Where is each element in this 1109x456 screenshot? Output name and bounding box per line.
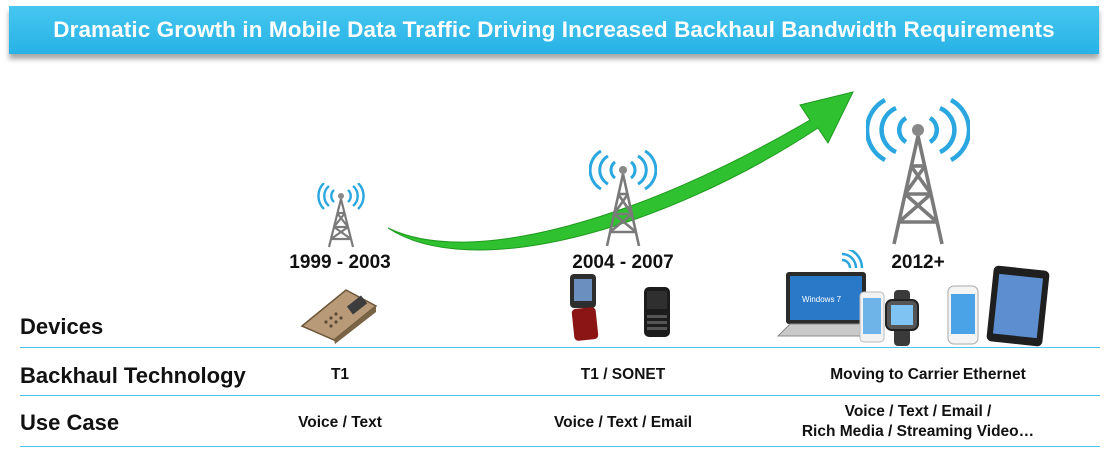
- era-label-2: 2004 - 2007: [572, 252, 674, 273]
- windows-label: Windows 7: [802, 295, 842, 304]
- row-label-devices: Devices: [20, 314, 104, 339]
- flip-phone-icon: [570, 274, 599, 341]
- laptop-icon: Windows 7: [776, 272, 877, 337]
- row-label-use-case: Use Case: [20, 410, 120, 435]
- smartphone-icon: [947, 285, 979, 345]
- signal-waves-icon: [317, 183, 365, 210]
- divider: [20, 446, 1100, 447]
- cell-tower-icon: [866, 98, 970, 245]
- use-case-cell-2: Voice / Text / Email: [553, 414, 693, 431]
- divider: [20, 347, 1100, 348]
- device-group: Windows 7: [776, 250, 1050, 347]
- row-label-backhaul: Backhaul Technology: [20, 363, 246, 388]
- backhaul-cell-2: T1 / SONET: [580, 366, 666, 383]
- backhaul-cell-1: T1: [330, 366, 350, 383]
- use-case-cell-3-line-2: Rich Media / Streaming Video…: [801, 423, 1035, 440]
- era-label-1: 1999 - 2003: [289, 252, 391, 273]
- smartphone-icon: [644, 287, 670, 337]
- smartphone-icon: [859, 291, 885, 343]
- page-title: Dramatic Growth in Mobile Data Traffic D…: [53, 17, 1055, 42]
- signal-waves-icon: [841, 250, 864, 269]
- era-label-3: 2012+: [891, 252, 945, 273]
- divider: [20, 395, 1100, 396]
- signal-waves-icon: [589, 150, 657, 191]
- cell-tower-icon: [589, 150, 657, 247]
- brick-phone-icon: [300, 289, 378, 344]
- backhaul-cell-3: Moving to Carrier Ethernet: [830, 366, 1026, 383]
- title-banner: Dramatic Growth in Mobile Data Traffic D…: [9, 6, 1099, 54]
- use-case-cell-1: Voice / Text: [298, 414, 382, 431]
- smartwatch-icon: [885, 290, 919, 346]
- use-case-cell-3-line-1: Voice / Text / Email /: [844, 403, 992, 420]
- tablet-icon: [986, 265, 1050, 347]
- signal-waves-icon: [866, 98, 970, 162]
- cell-tower-icon: [317, 183, 365, 248]
